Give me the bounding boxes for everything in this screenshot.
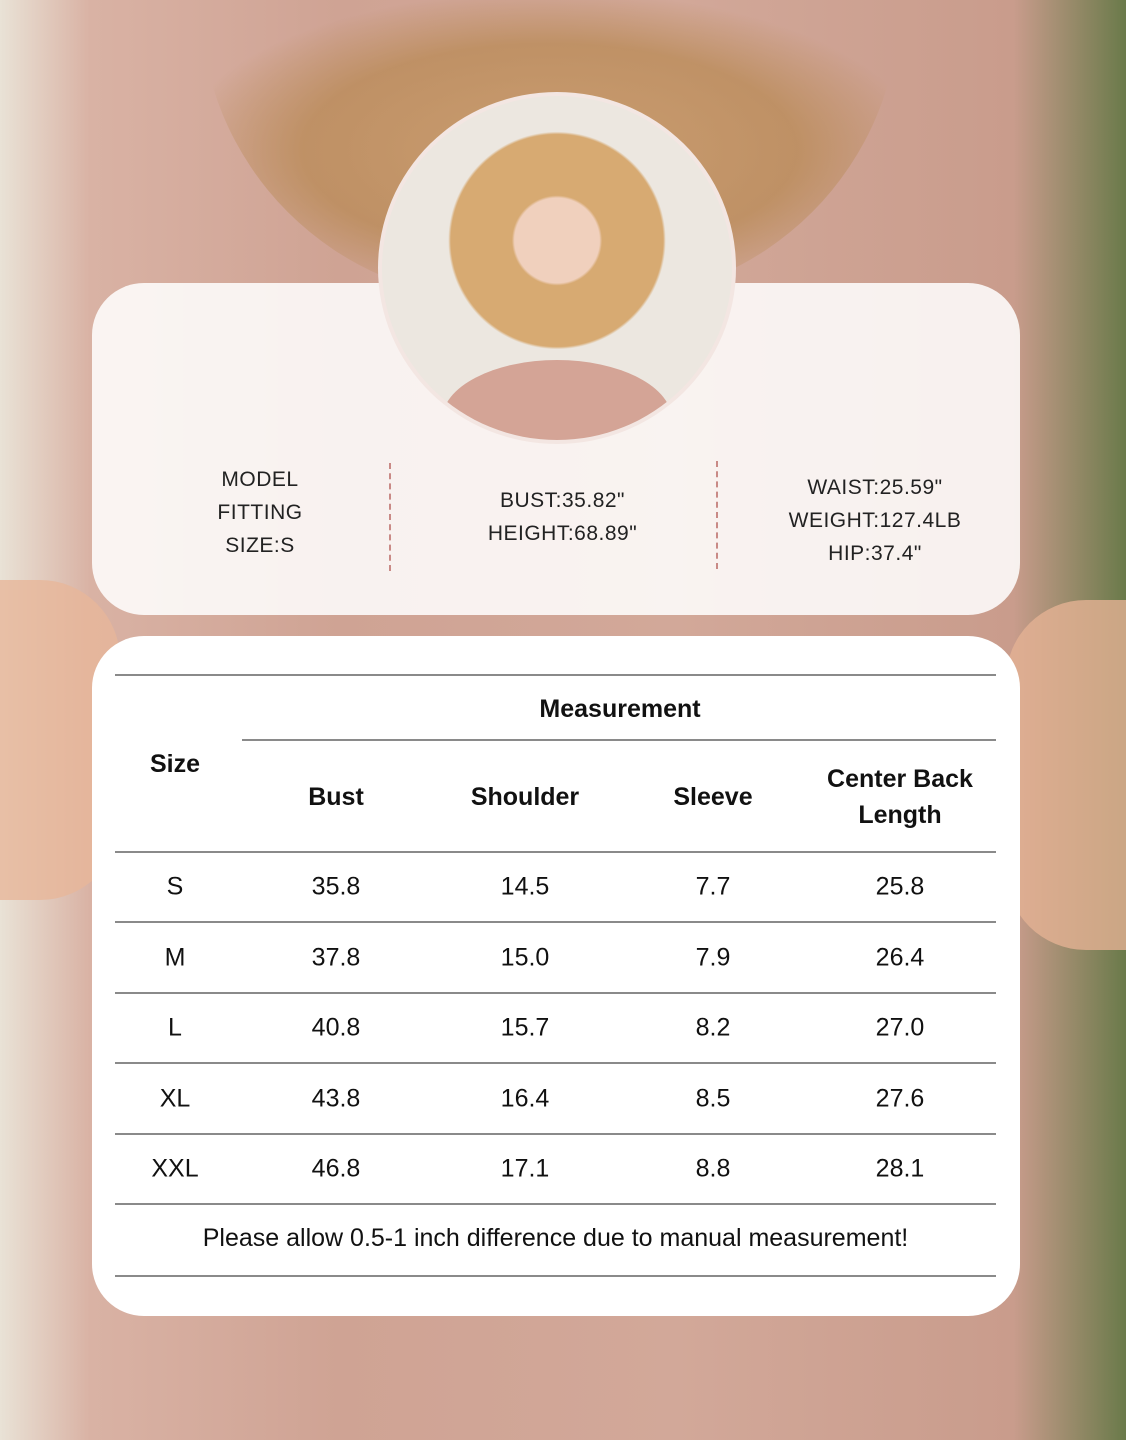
table-rule [115, 851, 996, 853]
model-bust-height: BUST:35.82" HEIGHT:68.89" [440, 484, 685, 550]
background-hand-right [1006, 600, 1126, 950]
waist-value: WAIST:25.59" [807, 476, 943, 499]
table-rule [115, 1275, 996, 1277]
fitting-line: SIZE:S [225, 534, 295, 557]
cell-bust: 46.8 [311, 1154, 361, 1183]
table-rule [115, 1203, 996, 1205]
cell-shoulder: 17.1 [500, 1154, 550, 1183]
column-header-center-back-length: Center Back Length [827, 765, 973, 829]
model-waist-weight-hip: WAIST:25.59" WEIGHT:127.4LB HIP:37.4" [760, 471, 990, 570]
cell-size: L [168, 1013, 182, 1042]
bust-value: BUST:35.82" [499, 489, 626, 512]
model-fitting-size: MODEL FITTING SIZE:S [200, 463, 320, 562]
cell-sleeve: 7.9 [695, 943, 731, 971]
height-value: HEIGHT:68.89" [487, 522, 638, 545]
cell-center-back-length: 27.6 [875, 1084, 925, 1112]
cell-sleeve: 8.2 [695, 1013, 731, 1042]
model-portrait [378, 92, 736, 444]
cell-center-back-length: 25.8 [875, 872, 925, 901]
table-rule [115, 1132, 996, 1135]
cell-shoulder: 16.4 [500, 1084, 550, 1112]
cell-size: XXL [151, 1154, 199, 1183]
cell-sleeve: 8.8 [695, 1154, 731, 1183]
cell-bust: 35.8 [311, 872, 361, 901]
column-header-sleeve: Sleeve [673, 783, 753, 811]
cell-bust: 37.8 [311, 943, 361, 971]
measurement-header: Measurement [539, 695, 701, 723]
cell-center-back-length: 26.4 [875, 943, 925, 971]
cell-size: XL [159, 1084, 191, 1112]
cell-sleeve: 8.5 [695, 1084, 731, 1112]
cell-center-back-length: 28.1 [875, 1154, 925, 1183]
weight-value: WEIGHT:127.4LB [788, 509, 962, 532]
hip-value: HIP:37.4" [828, 542, 922, 565]
cell-bust: 43.8 [311, 1084, 361, 1112]
fitting-line: FITTING [217, 501, 303, 524]
column-header-bust: Bust [308, 783, 364, 811]
size-chart-card [92, 636, 1020, 1316]
dashed-divider [389, 463, 391, 571]
cell-bust: 40.8 [311, 1013, 361, 1042]
table-rule [115, 1062, 996, 1064]
dashed-divider [716, 461, 718, 569]
cell-shoulder: 15.7 [500, 1013, 550, 1042]
cell-size: S [166, 872, 184, 901]
table-rule [115, 921, 996, 923]
measurement-note: Please allow 0.5-1 inch difference due t… [202, 1224, 909, 1252]
table-rule [115, 991, 996, 994]
size-header: Size [149, 750, 201, 778]
table-rule [115, 674, 996, 676]
cell-center-back-length: 27.0 [875, 1013, 925, 1042]
fitting-line: MODEL [221, 468, 299, 491]
cell-sleeve: 7.7 [695, 872, 731, 901]
cell-shoulder: 14.5 [500, 872, 550, 901]
table-rule [242, 739, 996, 741]
cell-size: M [164, 943, 186, 971]
column-header-shoulder: Shoulder [470, 783, 580, 811]
cell-shoulder: 15.0 [500, 943, 550, 971]
